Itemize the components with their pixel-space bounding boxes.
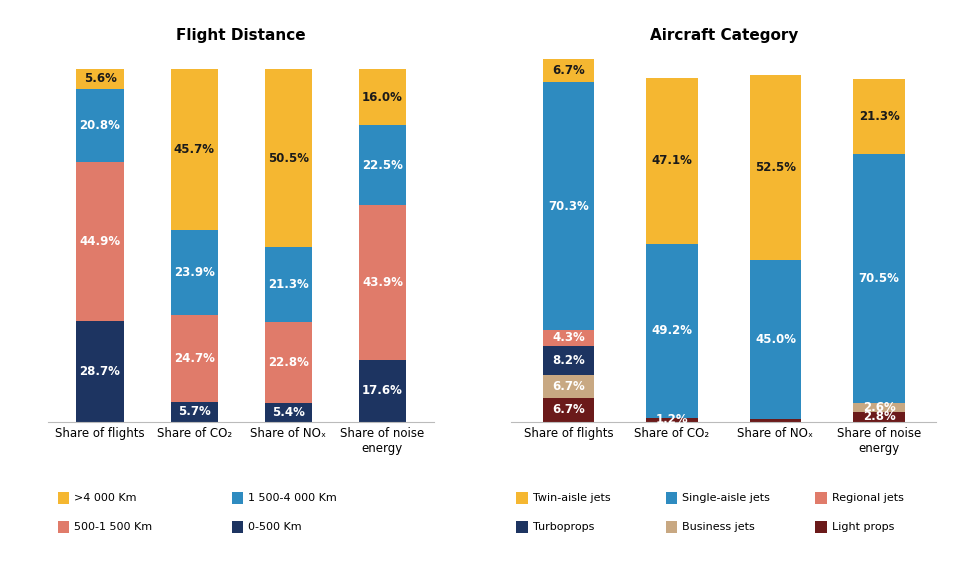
Text: 52.5%: 52.5%	[755, 161, 796, 174]
Bar	[853, 412, 905, 422]
Bar	[76, 89, 124, 162]
Text: 20.8%: 20.8%	[79, 119, 121, 132]
Text: >4 000 Km: >4 000 Km	[74, 493, 137, 503]
Text: 28.7%: 28.7%	[79, 365, 121, 378]
Bar	[264, 322, 312, 403]
Text: 16.0%: 16.0%	[362, 91, 403, 104]
Text: 2.6%: 2.6%	[863, 401, 896, 414]
Text: 22.8%: 22.8%	[268, 356, 309, 369]
Bar	[264, 403, 312, 422]
Text: 8.2%: 8.2%	[552, 353, 585, 367]
Bar	[647, 244, 698, 418]
Title: Flight Distance: Flight Distance	[177, 28, 306, 43]
Text: Business jets: Business jets	[682, 522, 755, 532]
Bar	[76, 320, 124, 422]
Bar	[264, 247, 312, 322]
Bar	[542, 374, 594, 398]
Bar	[359, 125, 406, 205]
Bar	[542, 331, 594, 345]
Text: 2.8%: 2.8%	[863, 410, 896, 424]
Bar	[264, 69, 312, 247]
Text: 1.2%: 1.2%	[655, 413, 688, 426]
Bar	[647, 418, 698, 422]
Text: 5.4%: 5.4%	[272, 406, 305, 419]
Text: 6.7%: 6.7%	[552, 380, 585, 393]
Bar	[542, 82, 594, 331]
Text: 4.3%: 4.3%	[552, 332, 585, 344]
Text: Single-aisle jets: Single-aisle jets	[682, 493, 770, 503]
Bar	[171, 315, 218, 402]
Bar	[853, 154, 905, 403]
Text: 6.7%: 6.7%	[552, 404, 585, 417]
Bar	[359, 69, 406, 125]
Text: 5.6%: 5.6%	[84, 72, 117, 86]
Text: 0-500 Km: 0-500 Km	[248, 522, 302, 532]
Text: Twin-aisle jets: Twin-aisle jets	[533, 493, 610, 503]
Text: 5.7%: 5.7%	[178, 405, 210, 418]
Bar	[171, 402, 218, 422]
Text: 45.0%: 45.0%	[755, 333, 796, 346]
Text: 500-1 500 Km: 500-1 500 Km	[74, 522, 152, 532]
Text: 70.5%: 70.5%	[859, 272, 899, 285]
Text: Light props: Light props	[832, 522, 895, 532]
Bar	[171, 230, 218, 315]
Text: Regional jets: Regional jets	[832, 493, 903, 503]
Bar	[359, 205, 406, 360]
Text: 44.9%: 44.9%	[79, 235, 121, 248]
Text: 70.3%: 70.3%	[548, 200, 589, 213]
Bar	[647, 78, 698, 244]
Text: 43.9%: 43.9%	[362, 276, 403, 289]
Bar	[542, 59, 594, 82]
Text: 6.7%: 6.7%	[552, 64, 585, 77]
Bar	[76, 162, 124, 320]
Bar	[171, 69, 218, 230]
Bar	[750, 419, 801, 422]
Bar	[853, 79, 905, 154]
Text: 45.7%: 45.7%	[174, 143, 214, 156]
Bar	[542, 345, 594, 374]
Title: Aircraft Category: Aircraft Category	[649, 28, 798, 43]
Bar	[853, 403, 905, 412]
Bar	[359, 360, 406, 422]
Bar	[750, 260, 801, 419]
Text: Turboprops: Turboprops	[533, 522, 594, 532]
Bar	[750, 75, 801, 260]
Bar	[542, 398, 594, 422]
Text: 49.2%: 49.2%	[651, 324, 693, 337]
Text: 17.6%: 17.6%	[362, 384, 403, 397]
Text: 22.5%: 22.5%	[362, 158, 403, 172]
Text: 50.5%: 50.5%	[268, 152, 309, 165]
Text: 21.3%: 21.3%	[268, 278, 309, 291]
Text: 47.1%: 47.1%	[651, 154, 693, 168]
Text: 21.3%: 21.3%	[859, 110, 899, 123]
Text: 24.7%: 24.7%	[174, 352, 214, 365]
Text: 23.9%: 23.9%	[174, 266, 214, 279]
Text: 1 500-4 000 Km: 1 500-4 000 Km	[248, 493, 337, 503]
Bar	[76, 69, 124, 89]
